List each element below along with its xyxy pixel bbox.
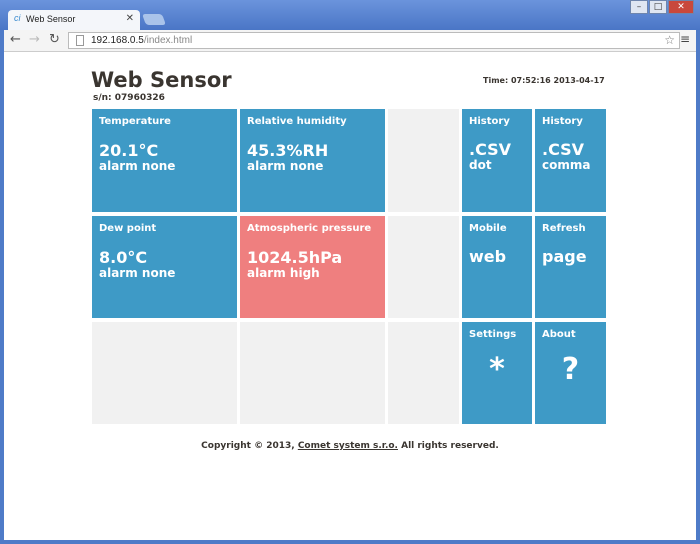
tile-mobile[interactable]: Mobile web [462,216,532,318]
address-bar[interactable]: 192.168.0.5/index.html ☆ [68,32,680,49]
tile-label: Refresh [542,223,586,234]
tile-label: Atmospheric pressure [247,223,372,234]
tile-alarm: alarm none [247,159,324,173]
page-title: Web Sensor [91,68,232,92]
tile-label: Mobile [469,223,507,234]
tile-refresh[interactable]: Refresh page [535,216,606,318]
bookmark-star-icon[interactable]: ☆ [664,33,675,47]
tile-sub: dot [469,158,492,172]
tile-label: Temperature [99,116,171,127]
tile-alarm: alarm high [247,266,320,280]
browser-tab[interactable]: ci Web Sensor ✕ [8,10,140,30]
tile-label: History [542,116,583,127]
forward-icon[interactable]: → [29,32,40,47]
tile-label: Relative humidity [247,116,347,127]
tile-value: .CSV [469,140,512,159]
close-tab-icon[interactable]: ✕ [125,13,134,24]
footer-rights: All rights reserved. [397,441,499,451]
page-content: Web Sensor s/n: 07960326 Time: 07:52:16 … [4,52,696,540]
tile-label: About [542,329,576,340]
company-link[interactable]: Comet system s.r.o. [297,441,398,451]
url-host: 192.168.0.5 [91,35,144,46]
tile-alarm: alarm none [99,159,176,173]
new-tab-button[interactable] [141,14,167,25]
tile-empty [92,322,237,424]
menu-icon[interactable]: ≡ [679,32,690,46]
tile-sub: comma [542,158,591,172]
tile-value: web [469,247,507,266]
tile-empty [388,322,459,424]
tile-history-dot[interactable]: History .CSV dot [462,109,532,212]
tile-empty [240,322,385,424]
tile-pressure: Atmospheric pressure 1024.5hPa alarm hig… [240,216,385,318]
tile-settings[interactable]: Settings * [462,322,532,424]
back-icon[interactable]: ← [10,32,21,47]
footer: Copyright © 2013, Comet system s.r.o. Al… [4,441,696,451]
tile-value: 45.3%RH [247,141,329,160]
page-icon [76,35,84,46]
close-window-button[interactable]: ✕ [668,0,694,14]
tile-empty [388,109,459,212]
browser-toolbar: ← → ↻ 192.168.0.5/index.html ☆ ≡ [4,30,696,52]
current-time: Time: 07:52:16 2013-04-17 [483,76,605,85]
browser-titlebar: ci Web Sensor ✕ – □ ✕ [0,0,700,30]
url-path: /index.html [143,35,193,46]
tile-history-comma[interactable]: History .CSV comma [535,109,606,212]
settings-asterisk-icon: * [489,352,505,387]
tile-label: Dew point [99,223,157,234]
tile-value: 1024.5hPa [247,248,343,267]
tile-value: page [542,247,587,266]
reload-icon[interactable]: ↻ [49,32,60,47]
serial-number: s/n: 07960326 [93,93,165,103]
tile-empty [388,216,459,318]
about-question-icon: ? [561,352,580,387]
footer-copyright: Copyright © 2013, [201,441,298,451]
tile-value: 20.1°C [99,141,159,160]
tile-temperature: Temperature 20.1°C alarm none [92,109,237,212]
minimize-button[interactable]: – [630,0,648,14]
tile-humidity: Relative humidity 45.3%RH alarm none [240,109,385,212]
tile-value: .CSV [542,140,585,159]
maximize-button[interactable]: □ [649,0,667,14]
tab-title: Web Sensor [26,14,76,24]
tile-value: 8.0°C [99,248,148,267]
tile-dew-point: Dew point 8.0°C alarm none [92,216,237,318]
tile-label: History [469,116,510,127]
tile-label: Settings [469,329,517,340]
favicon-icon: ci [14,13,21,23]
tile-about[interactable]: About ? [535,322,606,424]
tile-alarm: alarm none [99,266,176,280]
